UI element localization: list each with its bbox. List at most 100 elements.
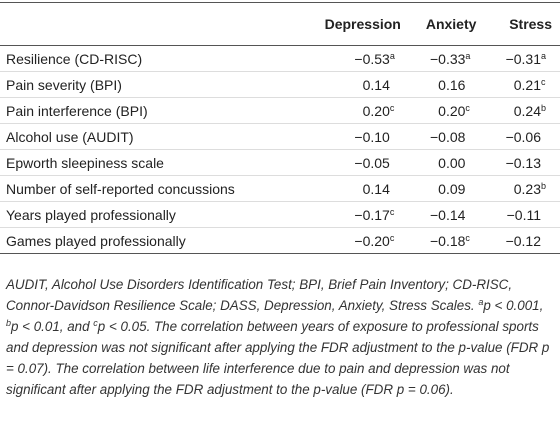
column-header: Depression <box>303 2 409 46</box>
superscript: c <box>93 318 98 328</box>
table-row: Epworth sleepiness scale −0.05 0.00 −0.13 <box>0 149 560 176</box>
table-body: Resilience (CD-RISC) −0.53a −0.33a −0.31a Pa… <box>0 45 560 254</box>
cell-value: 0.21 <box>513 76 541 93</box>
sup-slot: c <box>465 233 474 249</box>
cell-value: −0.08 <box>429 128 466 145</box>
cell: −0.33a <box>408 45 485 72</box>
footnote-text: AUDIT, Alcohol Use Disorders Identificat… <box>6 277 513 313</box>
cell-value: −0.10 <box>354 128 390 145</box>
sup-slot: a <box>465 51 474 67</box>
cell: 0.21c <box>484 71 560 98</box>
superscript: c <box>389 206 395 217</box>
footnote-text: p < 0.001, <box>483 298 544 313</box>
row-label: Games played professionally <box>0 227 304 254</box>
cell-value: −0.17 <box>354 206 390 223</box>
cell-value: 0.09 <box>438 180 466 197</box>
table-row: Pain severity (BPI) 0.14 0.16 0.21c <box>0 71 560 98</box>
table-row: Number of self-reported concussions 0.14 0… <box>0 175 560 202</box>
cell-value: −0.18 <box>429 232 466 249</box>
row-label: Epworth sleepiness scale <box>0 149 304 176</box>
sup-slot: b <box>541 181 550 197</box>
row-label: Years played professionally <box>0 201 304 228</box>
superscript: c <box>389 102 395 113</box>
sup-slot: c <box>390 103 399 119</box>
cell: 0.14 <box>303 71 409 98</box>
cell: −0.12 <box>484 227 560 254</box>
footnote-text: p < 0.01, and <box>11 319 94 334</box>
table-row: Alcohol use (AUDIT) −0.10 −0.08 −0.06 <box>0 123 560 150</box>
row-label: Pain interference (BPI) <box>0 97 304 124</box>
sup-slot: a <box>541 51 550 67</box>
footnote-text: p < 0.05. The correlation between years … <box>6 319 550 397</box>
cell: −0.53a <box>303 45 409 72</box>
superscript: a <box>541 50 547 61</box>
cell: −0.13 <box>484 149 560 176</box>
cell-value: 0.00 <box>438 154 466 171</box>
cell-value: −0.33 <box>429 50 466 67</box>
superscript: b <box>541 102 547 113</box>
cell: −0.11 <box>484 201 560 228</box>
table: Depression Anxiety Stress Resilience (CD-R… <box>0 2 560 254</box>
header-cell <box>0 2 304 46</box>
row-label: Alcohol use (AUDIT) <box>0 123 304 150</box>
cell: −0.10 <box>303 123 409 150</box>
cell-value: 0.14 <box>362 180 390 197</box>
cell-value: −0.11 <box>506 206 541 223</box>
superscript: a <box>478 297 484 307</box>
footnote: AUDIT, Alcohol Use Disorders Identificat… <box>6 274 554 400</box>
cell-value: −0.53 <box>354 50 390 67</box>
superscript: c <box>465 232 470 243</box>
sup-slot: c <box>465 103 474 119</box>
sup-slot: c <box>541 77 550 93</box>
cell: −0.20c <box>303 227 409 254</box>
superscript: c <box>541 76 546 87</box>
superscript: a <box>389 50 395 61</box>
cell: −0.06 <box>484 123 560 150</box>
sup-slot: a <box>390 51 399 67</box>
cell: −0.05 <box>303 149 409 176</box>
table-row: Games played professionally −0.20c −0.18c −… <box>0 227 560 254</box>
cell: 0.09 <box>408 175 485 202</box>
cell-value: 0.16 <box>438 76 466 93</box>
superscript: b <box>6 318 12 328</box>
cell: −0.18c <box>408 227 485 254</box>
cell: 0.14 <box>303 175 409 202</box>
cell: −0.17c <box>303 201 409 228</box>
column-header: Anxiety <box>408 2 485 46</box>
superscript: b <box>541 180 547 191</box>
header-row: Depression Anxiety Stress <box>0 2 560 46</box>
cell-value: −0.20 <box>354 232 390 249</box>
superscript: c <box>465 102 470 113</box>
cell: 0.24b <box>484 97 560 124</box>
superscript: a <box>465 50 471 61</box>
cell: −0.14 <box>408 201 485 228</box>
cell-value: −0.12 <box>505 232 541 249</box>
cell-value: 0.20 <box>438 102 466 119</box>
sup-slot: c <box>390 233 399 249</box>
cell: 0.20c <box>303 97 409 124</box>
table-row: Resilience (CD-RISC) −0.53a −0.33a −0.31a <box>0 45 560 72</box>
sup-slot: b <box>541 103 550 119</box>
cell: 0.23b <box>484 175 560 202</box>
superscript: c <box>389 232 395 243</box>
row-label: Number of self-reported concussions <box>0 175 304 202</box>
table-row: Pain interference (BPI) 0.20c 0.20c 0.24b <box>0 97 560 124</box>
cell: −0.08 <box>408 123 485 150</box>
cell-value: 0.20 <box>362 102 390 119</box>
column-header: Stress <box>484 2 560 46</box>
row-label: Pain severity (BPI) <box>0 71 304 98</box>
table-row: Years played professionally −0.17c −0.14 −0… <box>0 201 560 228</box>
cell-value: −0.31 <box>505 50 541 67</box>
cell-value: −0.13 <box>505 154 541 171</box>
cell-value: 0.24 <box>513 102 541 119</box>
cell-value: 0.14 <box>362 76 390 93</box>
cell: −0.31a <box>484 45 560 72</box>
cell: 0.00 <box>408 149 485 176</box>
cell: 0.16 <box>408 71 485 98</box>
cell-value: −0.06 <box>505 128 541 145</box>
cell: 0.20c <box>408 97 485 124</box>
row-label: Resilience (CD-RISC) <box>0 45 304 72</box>
cell-value: −0.05 <box>354 154 390 171</box>
cell-value: −0.14 <box>429 206 466 223</box>
